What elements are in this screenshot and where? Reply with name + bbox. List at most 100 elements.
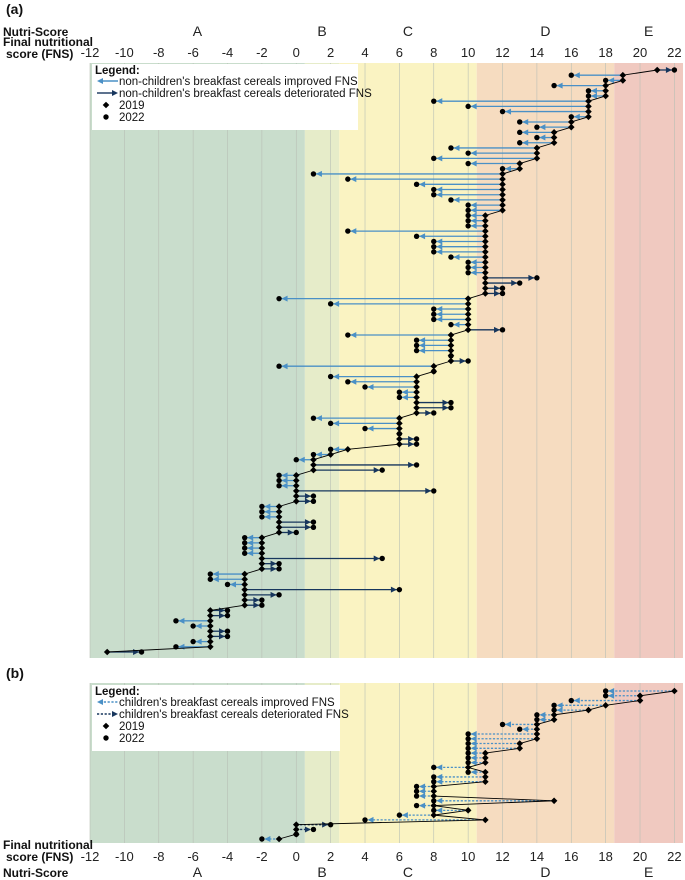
marker-2022 <box>448 254 454 260</box>
marker-2022 <box>173 618 179 624</box>
marker-2022 <box>276 477 282 484</box>
marker-2022 <box>276 363 282 369</box>
marker-2022 <box>413 441 420 447</box>
stair-connector <box>399 412 417 419</box>
legend-2022-label: 2022 <box>119 112 145 124</box>
improved-arrow-icon <box>281 472 288 479</box>
improved-arrow-icon <box>298 456 305 463</box>
marker-2022 <box>465 150 471 156</box>
x-tick-label: 8 <box>430 45 437 60</box>
marker-2022 <box>310 171 317 177</box>
x-tick-label: -10 <box>115 45 134 60</box>
marker-2022 <box>448 399 454 406</box>
improved-arrow-icon <box>401 812 408 819</box>
marker-2022 <box>465 202 471 208</box>
stair-connector <box>485 209 503 216</box>
stair-connector <box>433 360 452 367</box>
marker-2022 <box>448 321 454 328</box>
improved-arrow-icon <box>281 477 288 484</box>
marker-2022 <box>241 540 248 546</box>
deteriorated-arrow-icon <box>408 435 415 442</box>
marker-2022 <box>534 275 540 281</box>
marker-2022 <box>241 545 248 551</box>
x-tick-label: -10 <box>115 849 134 864</box>
stair-connector <box>519 157 538 164</box>
improved-arrow-icon <box>522 726 529 733</box>
grade-label-a: A <box>193 23 203 39</box>
marker-2022 <box>276 472 282 479</box>
marker-2022 <box>465 740 471 747</box>
marker-2022 <box>362 425 368 432</box>
deteriorated-arrow-icon <box>287 529 294 536</box>
improved-arrow-icon <box>350 228 357 235</box>
marker-2022 <box>276 483 282 489</box>
improved-arrow-icon <box>436 191 443 198</box>
stair-connector <box>433 805 469 811</box>
grade-label-a: A <box>193 864 203 880</box>
improved-arrow-icon <box>436 797 443 804</box>
marker-2022 <box>310 415 317 421</box>
grade-label-d: D <box>540 23 550 39</box>
legend-diamond-icon <box>102 722 110 730</box>
marker-2022 <box>310 451 317 458</box>
improved-arrow-icon <box>436 238 443 245</box>
deteriorated-arrow-icon <box>373 555 380 562</box>
stair-connector <box>261 532 280 539</box>
stair-connector <box>347 443 400 450</box>
improved-arrow-icon <box>436 248 443 255</box>
improved-arrow-icon <box>522 129 529 136</box>
band-e <box>614 63 683 658</box>
improved-arrow-icon <box>470 759 477 766</box>
marker-2022 <box>190 638 196 645</box>
marker-2022 <box>517 119 523 125</box>
x-tick-label: 0 <box>293 849 300 864</box>
legend-2019-label: 2019 <box>119 721 145 733</box>
improved-arrow-icon <box>470 750 477 757</box>
improved-arrow-icon <box>333 420 340 427</box>
stair-connector <box>278 833 297 840</box>
deteriorated-arrow-icon <box>304 524 311 531</box>
marker-2022 <box>396 394 403 401</box>
marker-2022 <box>534 124 540 130</box>
improved-arrow-icon <box>247 545 254 552</box>
improved-arrow-icon <box>350 176 357 183</box>
improved-arrow-icon <box>453 254 460 261</box>
marker-2022 <box>499 721 506 728</box>
marker-2022 <box>431 238 437 245</box>
marker-2022 <box>499 108 506 115</box>
improved-arrow-icon <box>453 321 460 328</box>
improved-arrow-icon <box>522 139 529 146</box>
bottom-fns-label-line1: Final nutritional <box>3 838 93 852</box>
stair-connector <box>605 79 623 87</box>
x-tick-label: -8 <box>153 849 165 864</box>
marker-2022 <box>602 77 609 84</box>
marker-2022 <box>517 140 523 146</box>
deteriorated-arrow-icon <box>322 821 329 828</box>
marker-2022 <box>413 802 420 809</box>
stair-connector <box>296 819 486 826</box>
improved-arrow-icon <box>470 769 477 776</box>
marker-2022 <box>276 566 282 572</box>
stair-connector <box>416 370 434 378</box>
stair-connector <box>107 646 211 653</box>
marker-2022 <box>671 67 678 73</box>
x-tick-label: -8 <box>153 45 165 60</box>
legend: Legend:children's breakfast cereals impr… <box>92 685 349 751</box>
marker-2022 <box>345 176 351 182</box>
improved-arrow-icon <box>608 692 615 699</box>
marker-2022 <box>224 628 231 634</box>
stair-connector <box>450 329 469 336</box>
improved-arrow-icon <box>470 730 477 737</box>
marker-2022 <box>207 571 214 577</box>
marker-2022 <box>345 379 351 385</box>
marker-2022 <box>465 358 471 364</box>
marker-2022 <box>465 736 471 742</box>
marker-2022 <box>585 88 592 94</box>
stair-connector <box>468 293 486 300</box>
improved-arrow-icon <box>470 740 477 747</box>
improved-arrow-icon <box>556 702 563 709</box>
marker-2022 <box>465 759 471 766</box>
legend-circle-icon <box>103 114 109 120</box>
improved-arrow-icon <box>401 389 408 396</box>
deteriorated-arrow-icon <box>253 602 260 609</box>
